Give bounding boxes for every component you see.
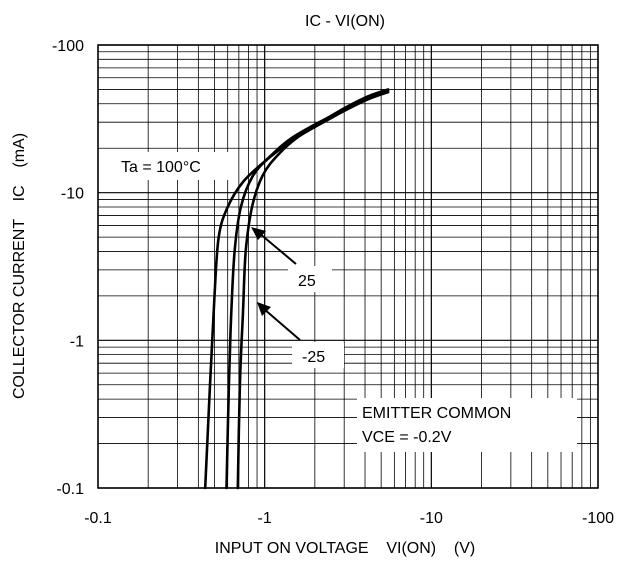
x-tick-label: -10 xyxy=(420,510,443,527)
arrow-25 xyxy=(258,232,297,265)
annotation-bg-emitter xyxy=(357,398,577,452)
y-axis-label: COLLECTOR CURRENT IC (mA) xyxy=(11,133,28,399)
annotation-vce: VCE = -0.2V xyxy=(362,429,452,446)
series-line-2 xyxy=(236,88,390,490)
curves xyxy=(203,88,390,490)
y-tick-label: -0.1 xyxy=(56,481,84,498)
annotation-neg25: -25 xyxy=(302,349,325,366)
x-axis-label: INPUT ON VOLTAGE VI(ON) (V) xyxy=(215,540,475,557)
x-tick-label: -1 xyxy=(258,510,272,527)
annotation-bg-ta xyxy=(106,152,232,180)
arrow-neg25 xyxy=(263,308,301,341)
chart-title: IC - VI(ON) xyxy=(305,13,385,30)
annotation-ta: Ta = 100°C xyxy=(121,159,201,176)
plot-frame xyxy=(97,44,599,489)
series-line-0 xyxy=(203,90,390,490)
annotation-bg-neg25 xyxy=(292,342,344,368)
x-tick-label: -100 xyxy=(582,510,614,527)
y-tick-label: -10 xyxy=(61,186,84,203)
y-tick-label: -100 xyxy=(52,38,84,55)
y-tick-labels: -100 -10 -1 -0.1 xyxy=(52,38,84,498)
x-tick-label: -0.1 xyxy=(84,510,112,527)
arrowhead-neg25 xyxy=(257,302,271,316)
annotation-25: 25 xyxy=(298,273,316,290)
arrowhead-25 xyxy=(251,227,266,240)
y-tick-label: -1 xyxy=(70,333,84,350)
annotation-emitter: EMITTER COMMON xyxy=(362,405,511,422)
x-tick-labels: -0.1 -1 -10 -100 xyxy=(84,510,614,527)
annotation-bg-25 xyxy=(288,266,332,292)
